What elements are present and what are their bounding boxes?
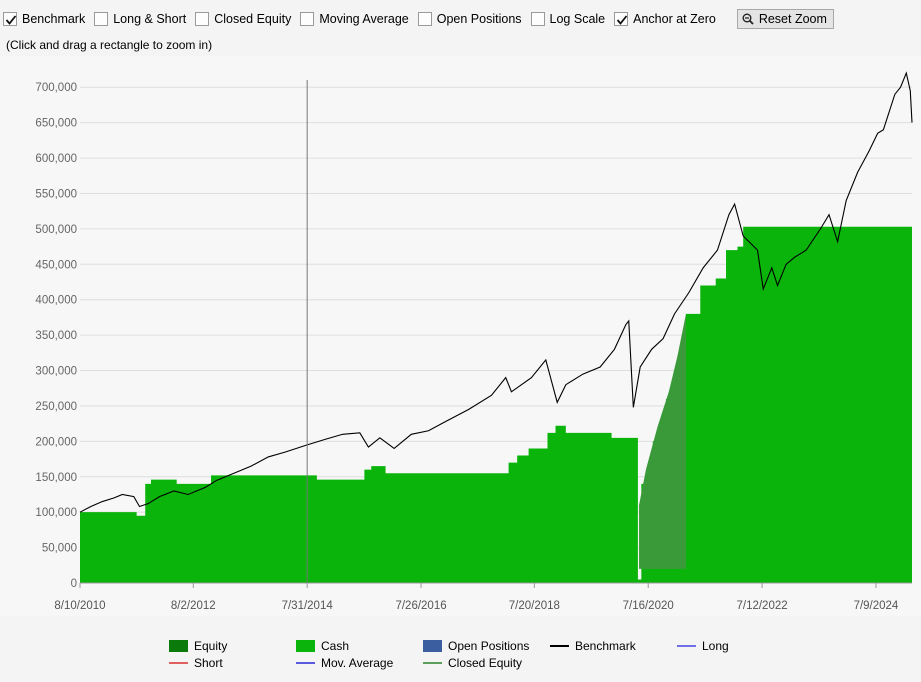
checkbox-benchmark[interactable]: Benchmark [3,9,85,29]
legend-label: Equity [194,639,228,653]
y-tick-label: 150,000 [35,472,77,484]
checkbox-label: Benchmark [22,12,86,26]
x-tick-label: 7/26/2016 [395,600,446,612]
legend-swatch [296,640,315,652]
x-tick-label: 8/10/2010 [54,600,105,612]
legend-label: Mov. Average [321,656,394,670]
y-tick-label: 350,000 [35,330,77,342]
legend-item: Equity [169,639,227,653]
checkbox-anchor-at-zero[interactable]: Anchor at Zero [614,9,716,29]
checkbox-label: Long & Short [113,12,187,26]
y-tick-label: 200,000 [35,436,77,448]
y-tick-label: 550,000 [35,188,77,200]
legend-swatch [169,662,188,664]
legend-label: Cash [321,639,350,653]
legend-item: Open Positions [423,639,529,653]
benchmark-line [79,71,913,513]
y-tick-label: 450,000 [35,259,77,271]
reset-zoom-label: Reset Zoom [758,12,827,26]
legend-swatch [423,640,442,652]
legend-label: Open Positions [448,639,530,653]
legend-item: Short [169,656,223,670]
checkbox-long-short[interactable]: Long & Short [94,9,186,29]
checkbox-box[interactable] [300,12,315,26]
equity-chart[interactable]: 0 50,000 100,000 150,000 200,000 250,000 300,0… [0,56,921,616]
checkbox-box[interactable] [614,12,629,26]
checkbox-label: Anchor at Zero [633,12,716,26]
y-tick-label: 600,000 [35,153,77,165]
y-tick-label: 700,000 [35,82,77,94]
y-tick-label: 500,000 [35,224,77,236]
legend-label: Benchmark [575,639,636,653]
legend-item: Long [677,639,729,653]
legend-swatch [550,645,569,647]
legend-item: Mov. Average [296,656,393,670]
checkbox-label: Open Positions [436,12,522,26]
x-tick-label: 7/16/2020 [623,600,674,612]
checkbox-box[interactable] [3,12,17,26]
checkbox-open-positions[interactable]: Open Positions [417,9,522,29]
legend-label: Closed Equity [448,656,523,670]
cash-area [80,226,912,583]
checkbox-box[interactable] [195,12,210,26]
x-tick-label: 7/12/2022 [736,600,787,612]
y-tick-label: 100,000 [35,507,77,519]
y-tick-label: 50,000 [42,543,77,555]
y-tick-label: 400,000 [35,295,77,307]
checkbox-box[interactable] [94,12,109,26]
reset-zoom-button[interactable]: Reset Zoom [736,9,834,29]
checkbox-log-scale[interactable]: Log Scale [530,9,606,29]
legend-item: Closed Equity [423,656,522,670]
checkbox-label: Moving Average [319,12,409,26]
legend-swatch [677,645,696,647]
legend-swatch [296,662,315,664]
legend-item: Benchmark [550,639,636,653]
checkbox-label: Log Scale [549,12,606,26]
chart-svg[interactable]: 0 50,000 100,000 150,000 200,000 250,000 300,0… [0,56,921,616]
chart-legend: Equity Cash Open Positions Benchmark Long Sho… [0,636,921,680]
zoom-hint: (Click and drag a rectangle to zoom in) [6,38,213,52]
legend-label: Short [194,656,223,670]
checkbox-moving-average[interactable]: Moving Average [300,9,409,29]
open-positions-area [639,313,686,569]
magnifier-minus-icon [742,13,754,25]
toolbar-row: Benchmark Long & Short Closed Equity Mov… [0,8,834,30]
checkbox-box[interactable] [530,12,545,26]
checkbox-closed-equity[interactable]: Closed Equity [195,9,291,29]
y-tick-label: 300,000 [35,366,77,378]
legend-item: Cash [296,639,349,653]
toolbar: Benchmark Long & Short Closed Equity Mov… [0,0,921,36]
x-tick-label: 8/2/2012 [171,600,216,612]
checkbox-box[interactable] [417,12,432,26]
legend-swatch [423,662,442,664]
y-tick-label: 0 [71,578,77,590]
x-tick-label: 7/9/2024 [854,600,899,612]
x-tick-label: 7/20/2018 [509,600,560,612]
x-tick-label: 7/31/2014 [282,600,334,612]
y-tick-label: 650,000 [35,118,77,130]
legend-swatch [169,640,188,652]
legend-label: Long [702,639,729,653]
checkbox-label: Closed Equity [214,12,292,26]
y-tick-label: 250,000 [35,401,77,413]
